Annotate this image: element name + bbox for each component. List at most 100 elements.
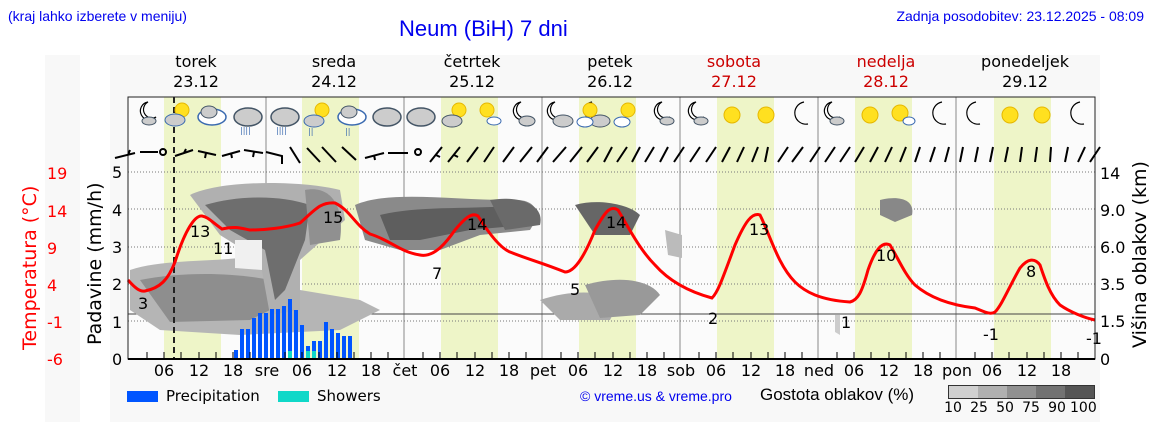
svg-text:1: 1 [841, 313, 851, 332]
svg-text:9.0: 9.0 [1100, 201, 1125, 220]
svg-text:06: 06 [706, 361, 726, 380]
sun-icon [1001, 106, 1019, 124]
sun-icon [1033, 106, 1051, 124]
svg-text:12: 12 [327, 361, 347, 380]
day-header: torek 23.12 [173, 52, 219, 91]
precipitation-bars [234, 299, 352, 359]
cloud-density-title: Gostota oblakov (%) [760, 385, 915, 404]
svg-text:19: 19 [47, 164, 67, 183]
svg-text:15: 15 [323, 208, 343, 227]
shower-bars [288, 351, 316, 359]
page-title: Neum (BiH) 7 dni [399, 16, 568, 41]
precipitation-axis-label: Padavine (mm/h) [84, 182, 106, 345]
svg-text:06: 06 [568, 361, 588, 380]
cloud-density-scale [948, 385, 1095, 399]
moon-cloud-icon [512, 101, 536, 127]
day-header-weekend: sobota 27.12 [706, 52, 762, 91]
precipitation-axis: 5 4 3 2 1 0 [112, 163, 122, 369]
svg-text:06: 06 [292, 361, 312, 380]
svg-text:5: 5 [112, 163, 122, 182]
svg-text:8: 8 [1026, 262, 1036, 281]
temperature-axis: 19 14 9 4 -1 -6 [47, 164, 67, 369]
sun-cloud-icon [441, 102, 467, 128]
svg-text:12: 12 [741, 361, 761, 380]
svg-text:0: 0 [112, 350, 122, 369]
cloud-height-axis: 14 9.0 6.0 3.5 1.5 0 [1100, 164, 1125, 369]
sun-cloud-rain-icon: || [303, 102, 330, 136]
x-axis-labels: 06 12 18 sre 06 12 18 čet 06 12 18 pet 06 12 18 sob … [154, 361, 1071, 380]
day-header: petek 26.12 [587, 52, 633, 91]
svg-text:9: 9 [47, 239, 57, 258]
moon-icon [794, 101, 809, 125]
day-header: sreda 24.12 [311, 52, 357, 91]
day-header-weekend: nedelja 28.12 [856, 52, 916, 91]
showers-swatch [278, 390, 309, 402]
svg-text:13: 13 [749, 220, 769, 239]
svg-text:1: 1 [112, 313, 122, 332]
svg-text:18: 18 [775, 361, 795, 380]
svg-text:18: 18 [913, 361, 933, 380]
region-menu-note: (kraj lahko izberete v meniju) [8, 8, 187, 24]
temperature-labels: 3 13 11 15 7 14 5 14 2 13 1 10 -1 8 -1 [138, 208, 1102, 348]
legend-precipitation: Precipitation [127, 387, 260, 405]
cloud-rain-icon: || [337, 105, 367, 136]
svg-text:pon: pon [942, 361, 972, 380]
svg-text:||: || [345, 127, 350, 136]
sun-cloud-icon [891, 104, 916, 126]
svg-text:-1: -1 [47, 313, 63, 332]
moon-cloud-icon [139, 101, 157, 126]
cloud-icon [406, 107, 436, 127]
svg-text:18: 18 [1051, 361, 1071, 380]
svg-text:6.0: 6.0 [1100, 238, 1125, 257]
svg-text:06: 06 [430, 361, 450, 380]
legend-showers: Showers [278, 387, 381, 405]
svg-text:-1: -1 [983, 325, 999, 344]
svg-text:06: 06 [982, 361, 1002, 380]
svg-text:pet: pet [530, 361, 556, 380]
sun-icon [723, 106, 741, 124]
svg-text:||||: |||| [276, 126, 287, 135]
svg-text:18: 18 [637, 361, 657, 380]
svg-text:3: 3 [112, 238, 122, 257]
weather-icons: |||| |||| || || [139, 101, 1085, 136]
svg-text:||: || [308, 127, 313, 136]
svg-text:14: 14 [1100, 164, 1120, 183]
cloud-icon [372, 107, 402, 127]
svg-text:4: 4 [112, 201, 122, 220]
svg-text:12: 12 [1017, 361, 1037, 380]
temperature-axis-label: Temperatura (°C) [19, 186, 41, 351]
sun-cloud-icon [613, 102, 636, 128]
sun-cloud-icon [164, 102, 190, 127]
sun-icon [861, 106, 879, 124]
svg-text:06: 06 [844, 361, 864, 380]
svg-text:12: 12 [879, 361, 899, 380]
copyright-link[interactable]: © vreme.us & vreme.pro [580, 388, 732, 404]
svg-text:12: 12 [465, 361, 485, 380]
cloud-density-ticks: 10 25 50 75 90 100 [944, 400, 1097, 416]
moon-icon [932, 101, 947, 125]
svg-text:18: 18 [499, 361, 519, 380]
moon-cloud-icon [653, 101, 675, 126]
svg-text:12: 12 [189, 361, 209, 380]
moon-icon [1070, 101, 1085, 125]
svg-text:18: 18 [223, 361, 243, 380]
wind-barbs [114, 146, 1101, 164]
temperature-line [126, 201, 1096, 322]
svg-text:11: 11 [213, 239, 233, 258]
day-header: ponedeljek 29.12 [981, 52, 1069, 91]
svg-text:sob: sob [667, 361, 695, 380]
svg-text:sre: sre [255, 361, 279, 380]
svg-text:||||: |||| [240, 126, 251, 135]
moon-cloud-icon [687, 101, 709, 126]
svg-text:0: 0 [1100, 350, 1110, 369]
svg-text:ned: ned [804, 361, 834, 380]
precipitation-swatch [127, 390, 158, 402]
sun-cloud-icon [479, 102, 502, 126]
cloud-height-axis-label: Višina oblakov (km) [1129, 161, 1151, 348]
temperature-axis-panel [45, 55, 80, 422]
svg-text:3.5: 3.5 [1100, 275, 1125, 294]
sun-cloud-icon [576, 102, 598, 128]
x-ticks [146, 352, 1079, 359]
svg-text:18: 18 [361, 361, 381, 380]
sun-icon [757, 106, 775, 124]
